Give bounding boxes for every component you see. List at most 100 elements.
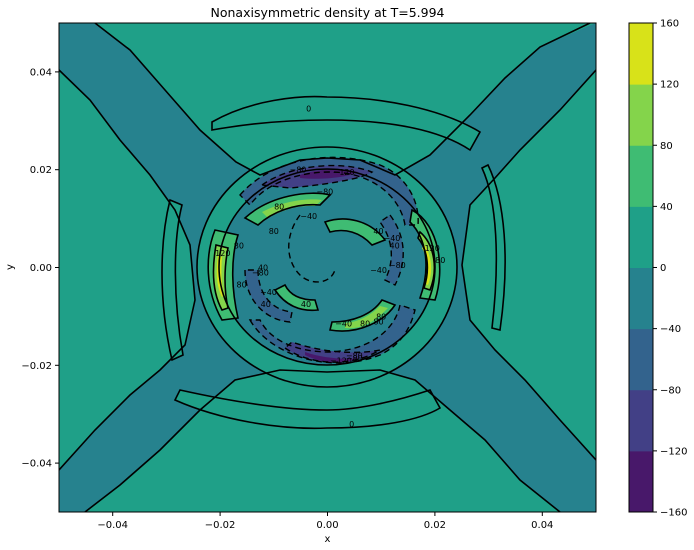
contour-fill-right-arc bbox=[482, 165, 506, 330]
contour-label: 0 bbox=[306, 105, 311, 114]
x-tick-label: −0.04 bbox=[97, 520, 128, 531]
contour-line-pos-center-b bbox=[273, 283, 320, 312]
contour-label: −80 bbox=[252, 268, 269, 277]
contour-fill-neg-deepest-top bbox=[300, 169, 358, 179]
y-tick-label: 0.00 bbox=[30, 263, 52, 274]
contour-line-pos-left-hi bbox=[212, 244, 229, 311]
colorbar-tick-label: −80 bbox=[660, 385, 681, 396]
x-axis: −0.04 −0.02 0.00 0.02 0.04 bbox=[97, 512, 553, 531]
contour-label: 40 bbox=[261, 300, 271, 309]
contour-line-pos-right-hi bbox=[417, 230, 436, 291]
contour-label: −40 bbox=[370, 266, 387, 275]
contour-line-neg-top bbox=[239, 156, 419, 226]
contour-label: −80 bbox=[389, 261, 406, 270]
y-tick-label: 0.02 bbox=[30, 165, 52, 176]
contour-fill-pos-swirl-center-b bbox=[275, 285, 318, 311]
contour-line-zero-right bbox=[461, 69, 596, 461]
contour-fill-pos-right-lobe-peak bbox=[422, 245, 432, 285]
y-axis-label: y bbox=[5, 264, 16, 270]
contour-line-pos-arm-upper bbox=[243, 192, 332, 226]
colorbar-swatch bbox=[629, 145, 653, 207]
y-tick-label: −0.04 bbox=[21, 459, 52, 470]
contour-line-pos-arm-lower bbox=[329, 299, 397, 332]
contour-label: −80 bbox=[316, 188, 333, 197]
y-axis: −0.04 −0.02 0.00 0.02 0.04 bbox=[21, 67, 59, 470]
colorbar-swatch bbox=[629, 450, 653, 513]
x-axis-label: x bbox=[325, 534, 331, 545]
colorbar-swatch bbox=[629, 206, 653, 268]
x-tick-label: 0.00 bbox=[316, 520, 338, 531]
contour-line-right-arc bbox=[480, 163, 506, 331]
contour-label: 120 bbox=[425, 244, 440, 253]
contour-line-zero-basin bbox=[94, 23, 591, 176]
contour-label: 120 bbox=[215, 249, 230, 258]
colorbar-tick-label: 80 bbox=[660, 141, 673, 152]
contour-label: 80 bbox=[236, 281, 246, 290]
contour-line-neg-swirl bbox=[288, 214, 336, 283]
contour-fill-pos-swirl-center-a bbox=[325, 219, 385, 245]
colorbar-tick-label: 160 bbox=[660, 19, 679, 30]
contour-label: 80 bbox=[360, 320, 370, 329]
contour-fill-upper-arc bbox=[212, 96, 480, 150]
contour-label: 40 bbox=[390, 241, 400, 250]
colorbar-tick-label: 120 bbox=[660, 80, 679, 91]
contour-label: 80 bbox=[269, 227, 279, 236]
contour-line-pos-left bbox=[207, 229, 240, 321]
contour-label: −40 bbox=[260, 288, 277, 297]
contour-label: −120 bbox=[333, 168, 355, 177]
contour-label: 0 bbox=[349, 420, 354, 429]
contour-label: 80 bbox=[373, 317, 383, 326]
contour-label: 80 bbox=[274, 202, 284, 211]
contour-label: 40 bbox=[258, 264, 268, 273]
x-tick-label: −0.02 bbox=[205, 520, 236, 531]
contour-label: 80 bbox=[435, 256, 445, 265]
contour-fill-pos-arm-lower-hi bbox=[345, 306, 388, 329]
colorbar-tick-label: −120 bbox=[660, 446, 687, 457]
contour-label: −80 bbox=[290, 166, 307, 175]
contour-line-neg-mid-left bbox=[244, 269, 293, 323]
y-tick-label: −0.02 bbox=[21, 361, 52, 372]
colorbar-tick-label: −160 bbox=[660, 508, 687, 519]
contour-line-pos-center-a bbox=[323, 218, 387, 246]
contour-fill-neg-swirl-mid-left bbox=[245, 270, 292, 322]
colorbar-tick-label: 0 bbox=[660, 263, 666, 274]
colorbar-swatch bbox=[629, 267, 653, 330]
contour-line-neg-deep-top bbox=[260, 164, 374, 189]
contour-line-neg-mid-right bbox=[379, 214, 404, 286]
colorbar-tick-label: 40 bbox=[660, 202, 673, 213]
chart-title: Nonaxisymmetric density at T=5.994 bbox=[211, 5, 445, 20]
x-tick-label: 0.02 bbox=[424, 520, 446, 531]
contour-lines-negative bbox=[239, 156, 419, 364]
contour-label: −40 bbox=[335, 320, 352, 329]
colorbar-swatch bbox=[629, 84, 653, 146]
contour-line-inner-ring bbox=[196, 146, 458, 388]
contour-line-lower-arc bbox=[173, 389, 442, 430]
colorbar-swatch bbox=[629, 328, 653, 391]
contour-fill-neg-swirl-mid-right bbox=[380, 215, 404, 285]
contour-line-upper-arc bbox=[211, 95, 482, 152]
contour-line-zero-basin-bottom bbox=[84, 369, 561, 512]
contour-label: 80 bbox=[234, 241, 244, 250]
plot-area: 00−40−80 −120−80−120120120808080808080404… bbox=[59, 23, 596, 512]
contour-fill-lower-arc bbox=[175, 390, 440, 429]
colorbar-swatch bbox=[629, 23, 653, 85]
contour-label: 80 bbox=[376, 312, 386, 321]
contour-fill-neg-deepest-bottom bbox=[305, 352, 360, 363]
contour-label: −40 bbox=[383, 234, 400, 243]
contour-lines bbox=[59, 23, 596, 512]
contour-label: 40 bbox=[301, 300, 311, 309]
contour-labels: 00−40−80 −120−80−120120120808080808080404… bbox=[215, 105, 445, 429]
contour-label: −80 bbox=[346, 352, 363, 361]
y-tick-label: 0.04 bbox=[30, 67, 52, 78]
contour-line-zero-left bbox=[59, 69, 196, 471]
contour-line-left-arc bbox=[161, 198, 184, 362]
colorbar-swatch bbox=[629, 389, 653, 452]
contour-label: −80 bbox=[346, 354, 363, 363]
contour-line-neg-bottom bbox=[248, 304, 416, 364]
contour-label: −120 bbox=[330, 356, 352, 365]
colorbar: −160 −120 −80 −40 0 40 80 120 160 bbox=[628, 19, 687, 519]
contour-line-pos-right bbox=[409, 208, 441, 301]
contour-label: 40 bbox=[373, 227, 383, 236]
contour-label: −40 bbox=[300, 212, 317, 221]
